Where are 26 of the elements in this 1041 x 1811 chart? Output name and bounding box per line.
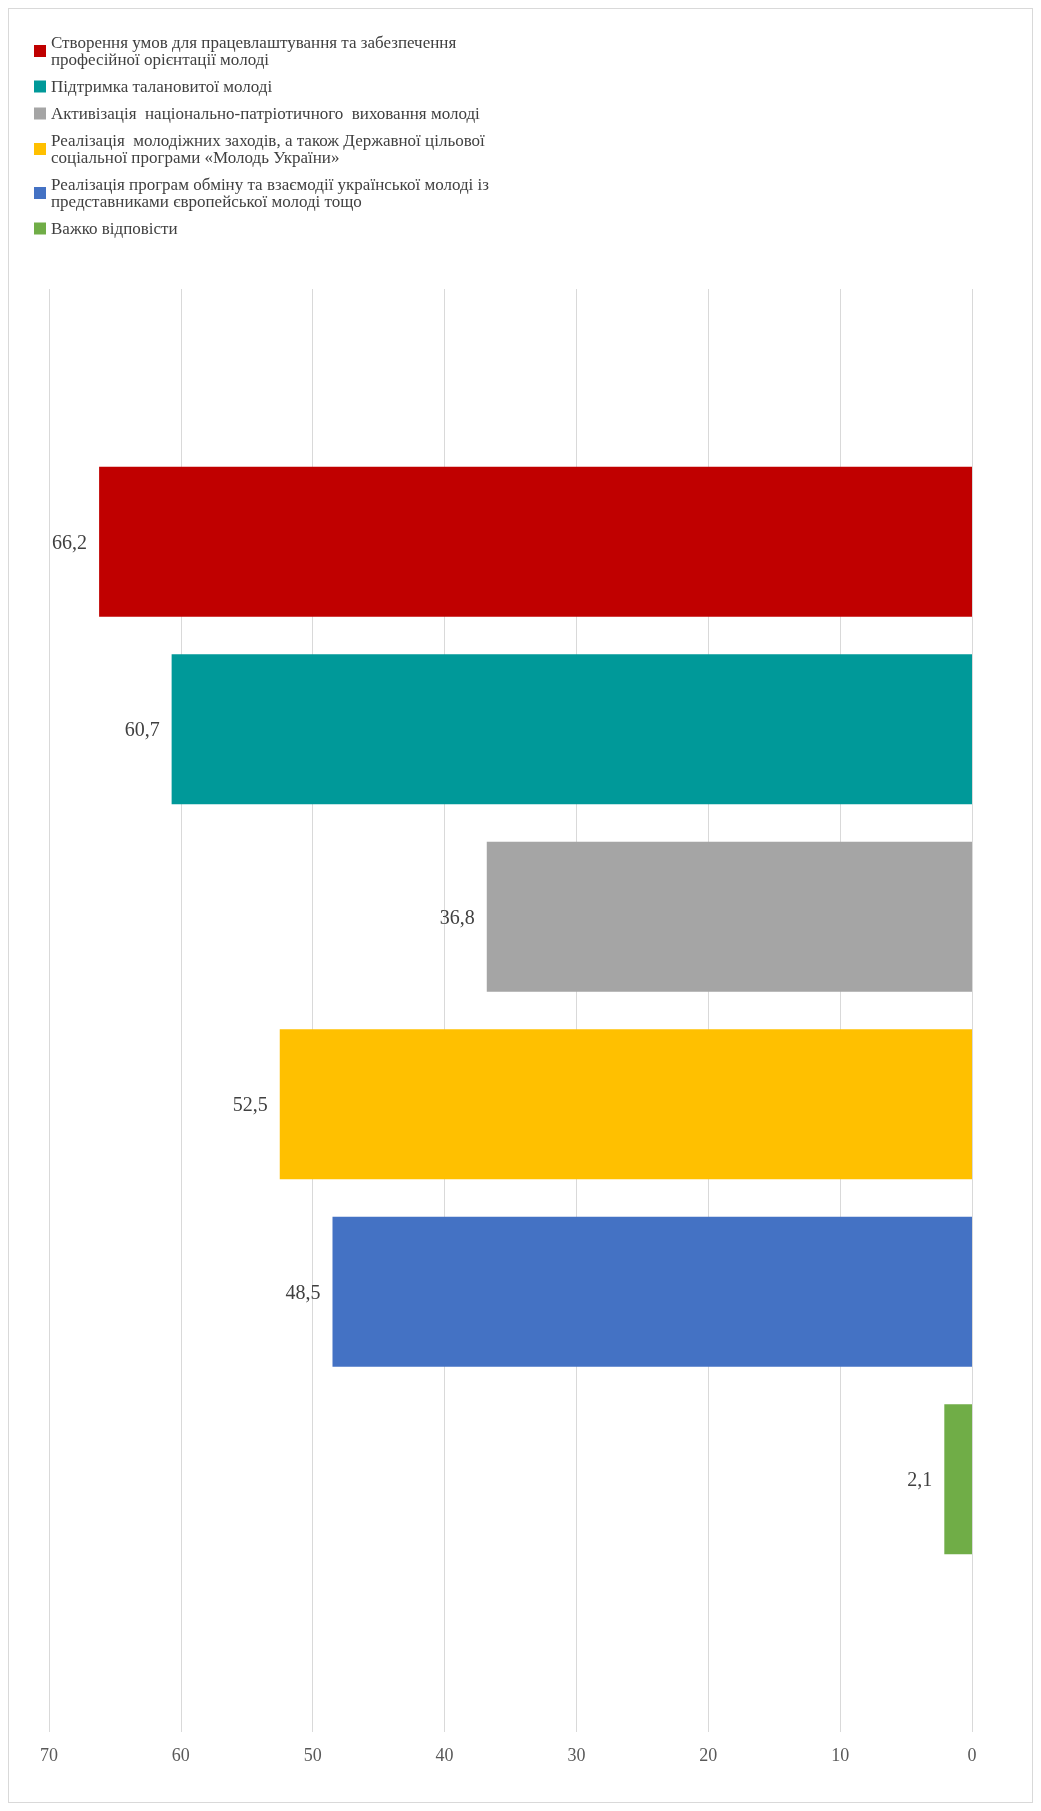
x-tick-label: 70 — [40, 1745, 58, 1765]
legend-label: Створення умов для працевлаштування та забезпечення професійної орієнтації молоді — [51, 33, 461, 69]
bar — [171, 654, 972, 805]
x-tick-label: 60 — [171, 1745, 190, 1765]
legend-label: Підтримка талановитої молоді — [51, 77, 273, 96]
legend-label: Активізація національно-патріотичного виховання молоді — [51, 104, 481, 123]
x-tick-label: 30 — [567, 1745, 586, 1765]
data-label: 48,5 — [285, 1280, 321, 1303]
data-label: 60,7 — [124, 718, 160, 741]
legend-label: Важко відповісти — [51, 219, 178, 238]
x-tick-label: 0 — [967, 1745, 977, 1765]
legend-label: Реалізація програм обміну та взаємодії української молоді із представниками європейської молоді тощо — [51, 175, 494, 211]
data-label: 66,2 — [52, 530, 88, 553]
legend-label: Реалізація молодіжних заходів, а також Державної цільової соціальної програми «Молодь України» — [51, 131, 490, 167]
data-label: 2,1 — [907, 1468, 933, 1491]
bar — [279, 1029, 972, 1180]
data-label: 36,8 — [439, 905, 475, 928]
x-tick-label: 20 — [699, 1745, 718, 1765]
bar — [99, 466, 972, 617]
x-tick-label: 50 — [303, 1745, 322, 1765]
data-label: 52,5 — [232, 1093, 268, 1116]
bar — [332, 1216, 972, 1367]
bar — [944, 1404, 972, 1555]
x-tick-label: 40 — [435, 1745, 454, 1765]
x-tick-label: 10 — [831, 1745, 850, 1765]
bar — [486, 841, 972, 992]
